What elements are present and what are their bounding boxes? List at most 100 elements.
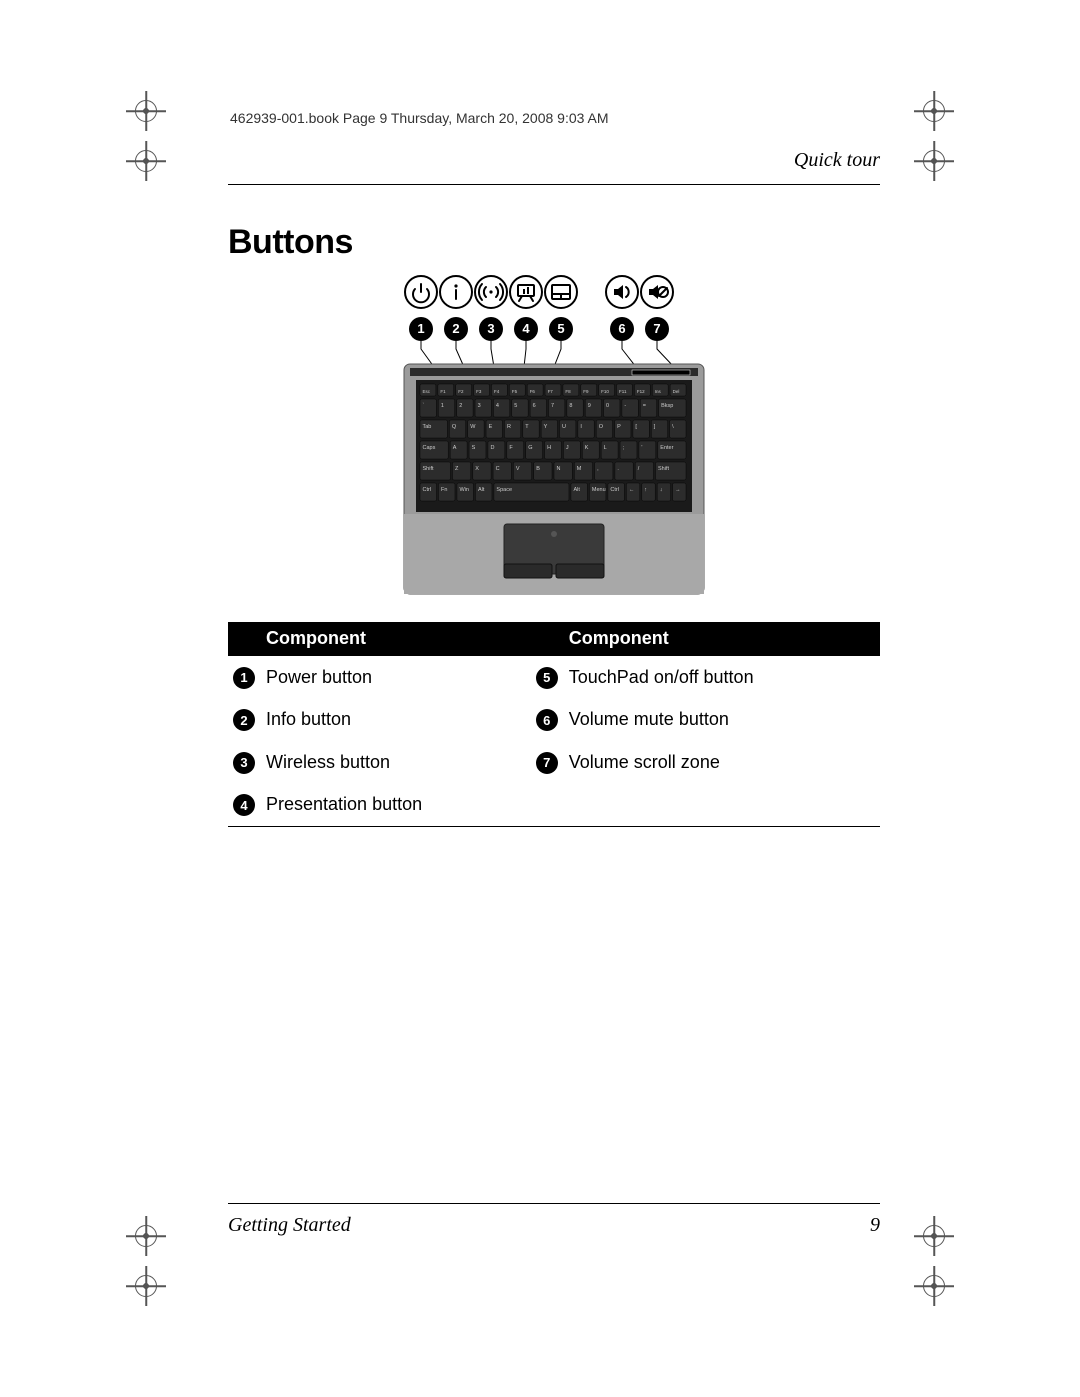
table-bottom-rule xyxy=(228,826,880,827)
svg-text:2: 2 xyxy=(459,403,462,409)
table-header-row: Component Component xyxy=(228,622,880,656)
svg-text:-: - xyxy=(624,403,626,409)
svg-text:U: U xyxy=(562,424,566,430)
components-table: Component Component 1Power button5TouchP… xyxy=(228,622,880,827)
svg-text:F11: F11 xyxy=(619,389,627,394)
svg-text:F12: F12 xyxy=(637,389,645,394)
component-name: Wireless button xyxy=(262,741,531,784)
svg-text:F6: F6 xyxy=(530,389,536,394)
svg-text:1: 1 xyxy=(441,403,444,409)
crop-mark-icon xyxy=(135,1275,157,1297)
svg-text:=: = xyxy=(643,403,646,409)
svg-text:Caps: Caps xyxy=(423,445,436,451)
svg-text:Ins: Ins xyxy=(655,389,662,394)
component-number: 6 xyxy=(531,699,565,742)
component-name: Presentation button xyxy=(262,784,531,827)
content-area: Quick tour Buttons 1234567 Esc xyxy=(228,175,880,1237)
svg-text:7: 7 xyxy=(551,403,554,409)
number-badge-icon: 3 xyxy=(233,752,255,774)
component-name: TouchPad on/off button xyxy=(565,656,880,699)
svg-text:E: E xyxy=(489,424,493,430)
crop-mark-icon xyxy=(923,150,945,172)
number-badge-icon: 2 xyxy=(233,709,255,731)
figure-laptop-buttons: 1 2 3 4 5 6 7 Esc F1 F2 F3 F4 F5 F6 F7 F8 F9 F10 F11 F12 In… xyxy=(228,274,880,604)
svg-text:X: X xyxy=(475,466,479,472)
svg-text:Shift: Shift xyxy=(658,466,669,472)
svg-text:7: 7 xyxy=(653,321,660,336)
svg-text:Y: Y xyxy=(544,424,548,430)
component-number: 7 xyxy=(531,741,565,784)
svg-text:F8: F8 xyxy=(565,389,571,394)
svg-text:F10: F10 xyxy=(601,389,609,394)
number-badge-icon: 7 xyxy=(536,752,558,774)
svg-text:F2: F2 xyxy=(458,389,464,394)
page-title: Buttons xyxy=(228,223,880,262)
table-row: 1Power button5TouchPad on/off button xyxy=(228,656,880,699)
svg-text:↓: ↓ xyxy=(660,487,663,493)
svg-text:Del: Del xyxy=(673,389,680,394)
svg-text:5: 5 xyxy=(514,403,517,409)
table-row: 4 Presentation button xyxy=(228,784,880,827)
svg-text:Bksp: Bksp xyxy=(661,403,673,409)
number-badge-icon: 4 xyxy=(233,794,255,816)
svg-text:3: 3 xyxy=(487,321,494,336)
svg-text:R: R xyxy=(507,424,511,430)
table-row: 2 Info button6 Volume mute button xyxy=(228,699,880,742)
crop-mark-icon xyxy=(923,100,945,122)
svg-text:3: 3 xyxy=(478,403,481,409)
svg-text:F3: F3 xyxy=(476,389,482,394)
component-name: Info button xyxy=(262,699,531,742)
svg-text:Ctrl: Ctrl xyxy=(423,487,432,493)
svg-text:W: W xyxy=(470,424,476,430)
svg-text:Tab: Tab xyxy=(423,424,432,430)
svg-text:6: 6 xyxy=(533,403,536,409)
svg-text:Esc: Esc xyxy=(423,389,431,394)
page: 462939-001.book Page 9 Thursday, March 2… xyxy=(0,0,1080,1397)
svg-text:Menu: Menu xyxy=(592,487,606,493)
header-rule xyxy=(228,184,880,185)
component-name: Volume mute button xyxy=(565,699,880,742)
svg-text:1: 1 xyxy=(417,321,424,336)
table-row: 3 Wireless button7 Volume scroll zone xyxy=(228,741,880,784)
svg-text:6: 6 xyxy=(618,321,625,336)
component-number xyxy=(531,784,565,827)
table-header-blank xyxy=(228,622,262,656)
svg-text:Fn: Fn xyxy=(441,487,447,493)
component-number: 5 xyxy=(531,656,565,699)
svg-text:Shift: Shift xyxy=(423,466,434,472)
svg-text:Q: Q xyxy=(452,424,457,430)
footer-page-number: 9 xyxy=(870,1214,880,1237)
svg-text:P: P xyxy=(617,424,621,430)
component-name: Volume scroll zone xyxy=(565,741,880,784)
laptop-diagram-svg: 1 2 3 4 5 6 7 Esc F1 F2 F3 F4 F5 F6 F7 F8 F9 F10 F11 F12 In… xyxy=(364,274,744,604)
svg-text:F9: F9 xyxy=(583,389,589,394)
svg-text:F1: F1 xyxy=(440,389,446,394)
svg-text:K: K xyxy=(585,445,589,451)
svg-text:M: M xyxy=(577,466,582,472)
component-number: 3 xyxy=(228,741,262,784)
svg-text:F5: F5 xyxy=(512,389,518,394)
svg-text:J: J xyxy=(566,445,569,451)
crop-mark-icon xyxy=(135,1225,157,1247)
svg-text:F4: F4 xyxy=(494,389,500,394)
component-name xyxy=(565,784,880,827)
svg-text:B: B xyxy=(536,466,540,472)
svg-text:8: 8 xyxy=(569,403,572,409)
table-header-component-1: Component xyxy=(262,622,531,656)
svg-text:Alt: Alt xyxy=(573,487,580,493)
svg-text:Enter: Enter xyxy=(660,445,673,451)
svg-text:4: 4 xyxy=(496,403,499,409)
svg-text:2: 2 xyxy=(452,321,459,336)
svg-text:A: A xyxy=(453,445,457,451)
svg-text:Win: Win xyxy=(459,487,468,493)
number-badge-icon: 5 xyxy=(536,667,558,689)
table-header-component-2: Component xyxy=(565,622,880,656)
svg-text:↑: ↑ xyxy=(644,487,647,493)
crop-mark-icon xyxy=(923,1225,945,1247)
book-stamp: 462939-001.book Page 9 Thursday, March 2… xyxy=(230,110,609,126)
number-badge-icon: 6 xyxy=(536,709,558,731)
svg-text:C: C xyxy=(496,466,500,472)
svg-text:F7: F7 xyxy=(548,389,554,394)
component-number: 1 xyxy=(228,656,262,699)
svg-text:G: G xyxy=(528,445,532,451)
